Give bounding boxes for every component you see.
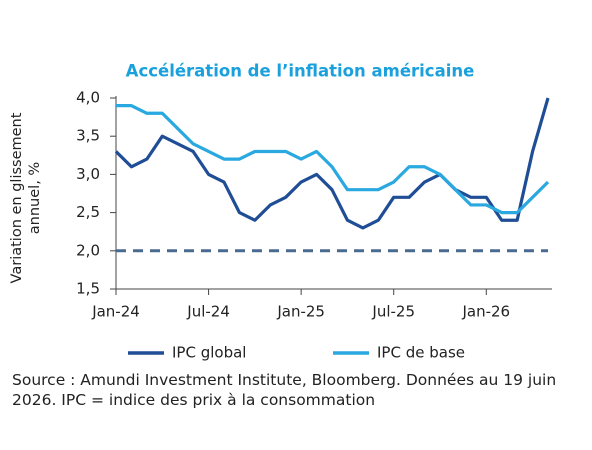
x-tick-label: Jan-26 — [461, 303, 510, 321]
series-line — [114, 97, 550, 230]
y-tick-label: 2,5 — [76, 203, 100, 221]
series-line — [116, 104, 550, 215]
y-tick-label: 1,5 — [76, 280, 100, 298]
y-tick-label: 3,5 — [76, 127, 100, 145]
source-note: Source : Amundi Investment Institute, Bl… — [12, 371, 557, 409]
x-tick-label: Jul-24 — [186, 303, 230, 321]
legend-label: IPC global — [172, 344, 246, 362]
chart-title: Accélération de l’inflation américaine — [126, 62, 475, 81]
x-tick-label: Jan-24 — [91, 303, 140, 321]
y-axis-label: Variation en glissement annuel, % — [9, 112, 43, 284]
y-tick-label: 2,0 — [76, 241, 100, 259]
y-tick-label: 4,0 — [76, 89, 100, 107]
x-tick-label: Jul-25 — [371, 303, 415, 321]
legend-label: IPC de base — [377, 344, 465, 362]
y-tick-label: 3,0 — [76, 165, 100, 183]
x-tick-label: Jan-25 — [276, 303, 325, 321]
